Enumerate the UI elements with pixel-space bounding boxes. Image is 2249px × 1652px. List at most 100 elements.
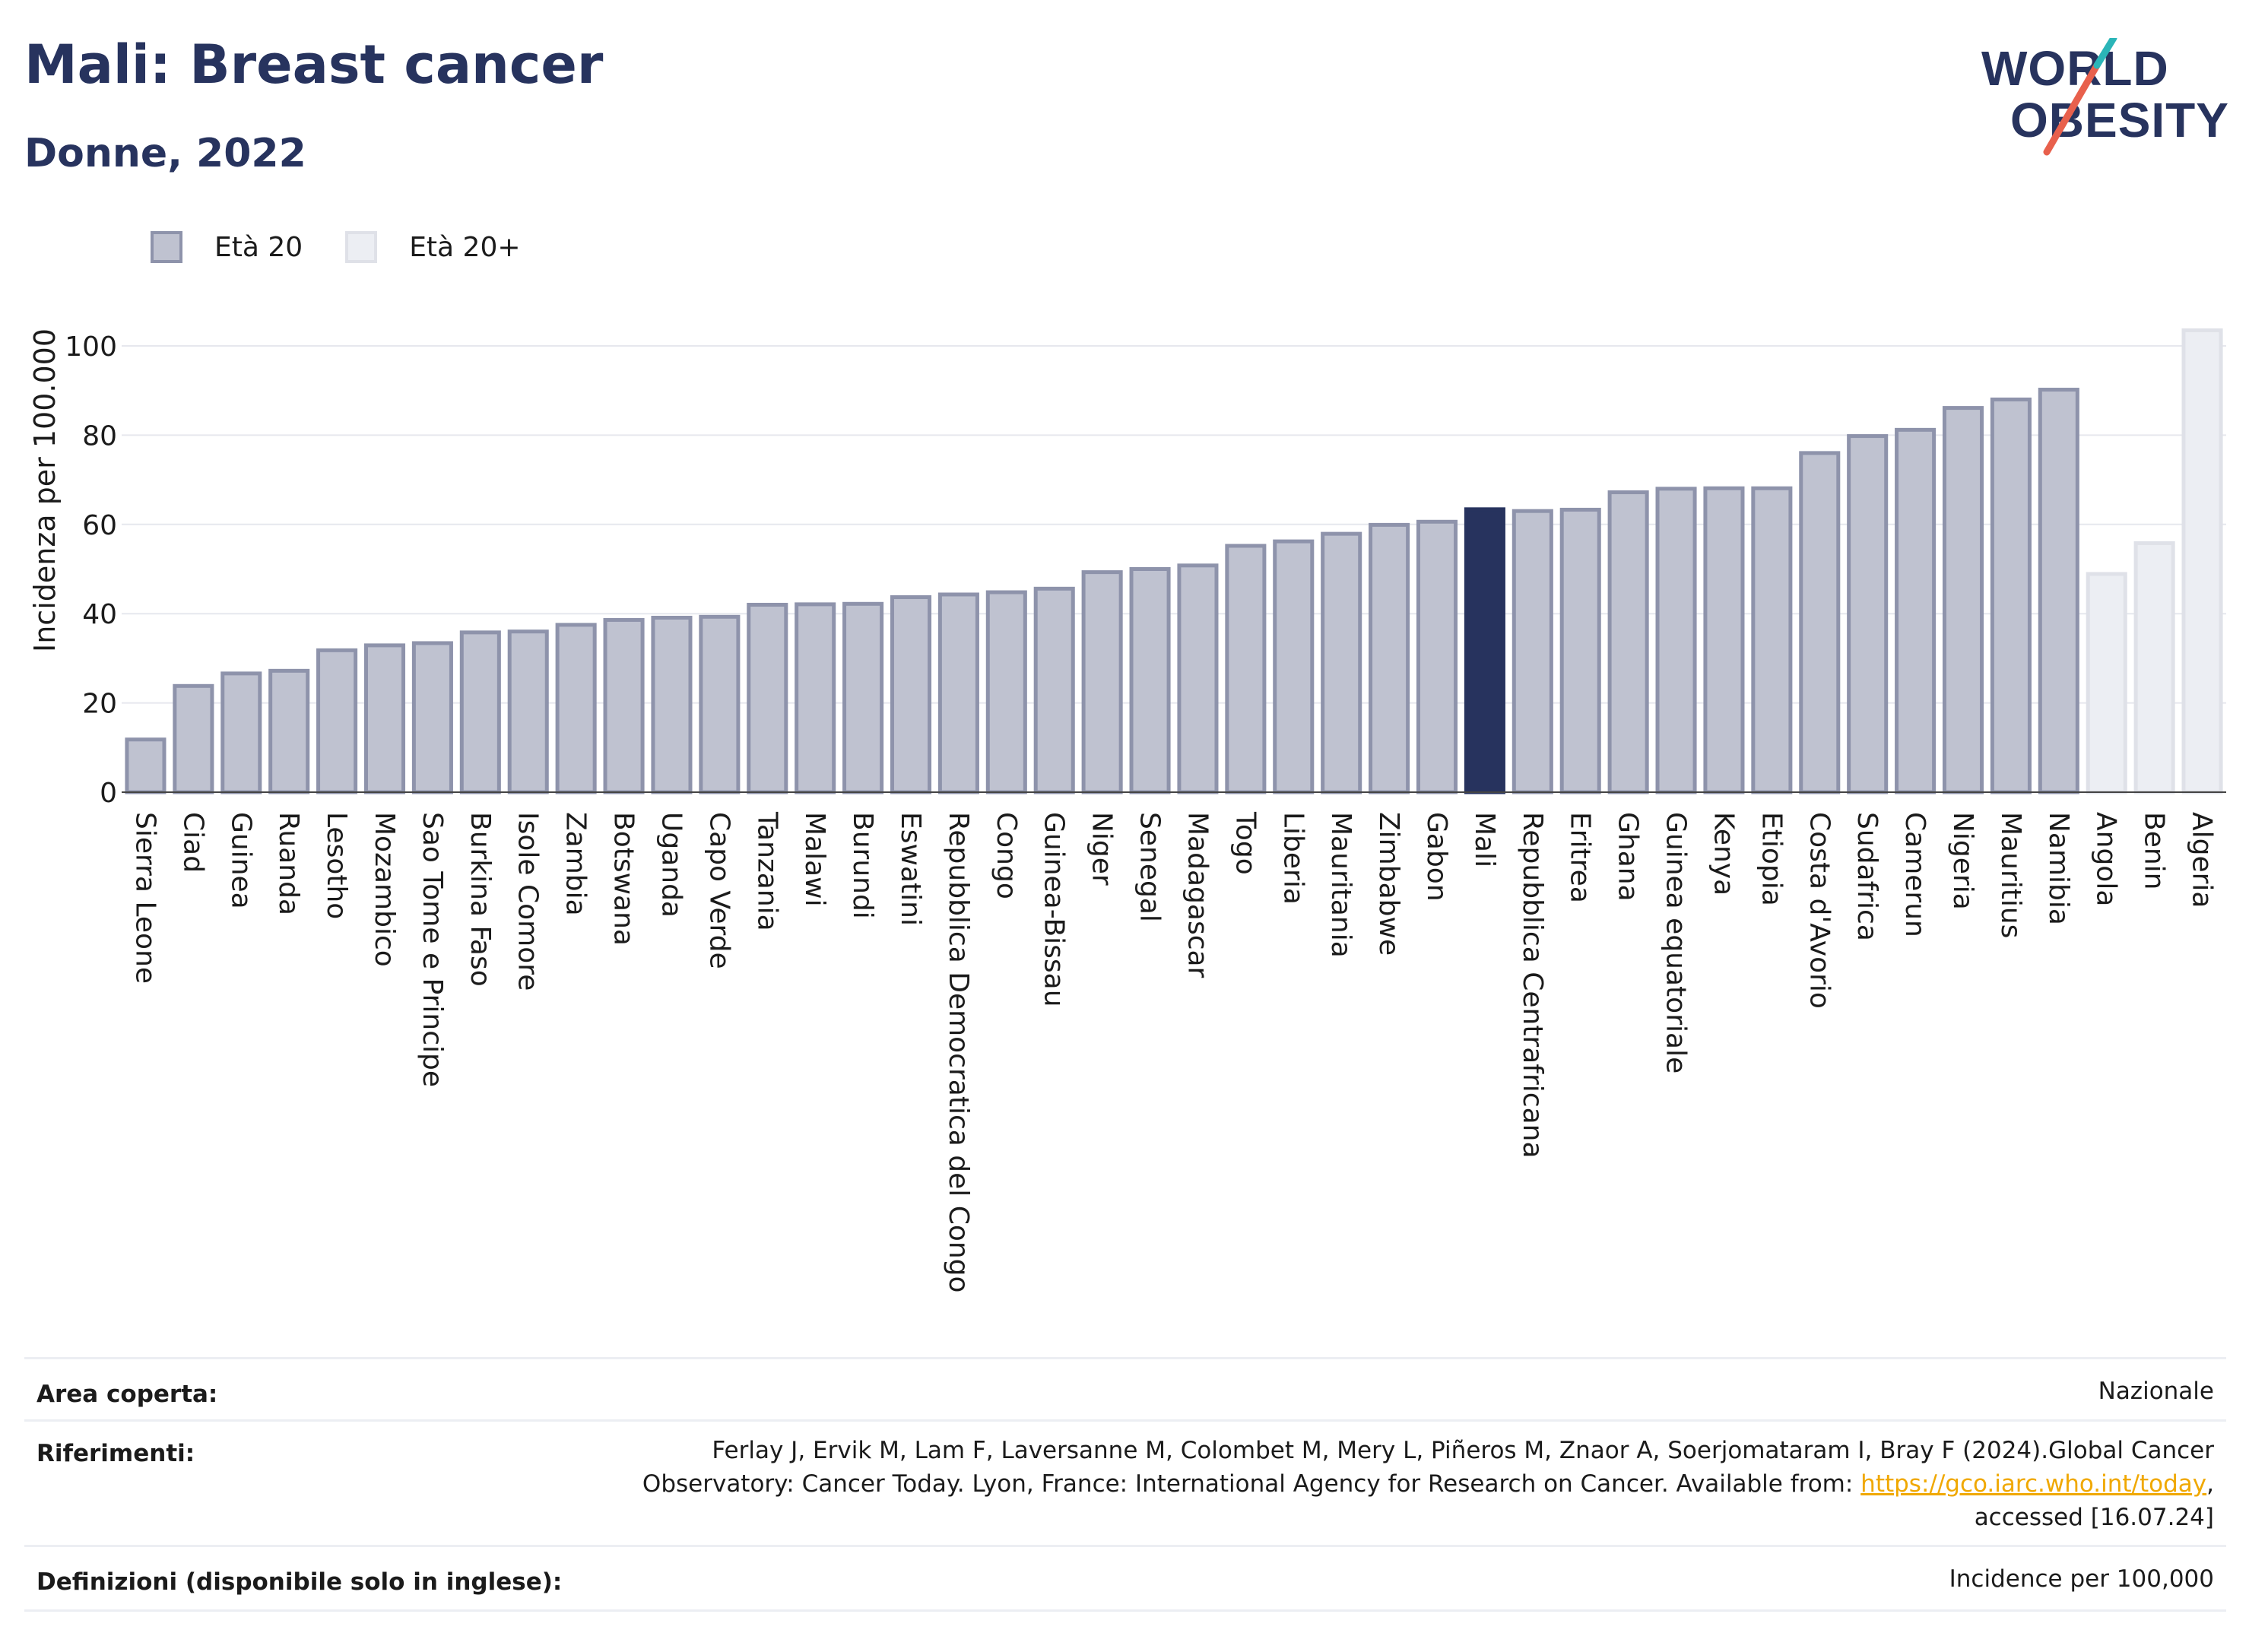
- footer-row-area: Area coperta: Nazionale: [24, 1357, 2226, 1422]
- bar-angola[interactable]: [2086, 572, 2127, 794]
- y-tick-label: 0: [100, 778, 117, 809]
- bar-lesotho[interactable]: [316, 648, 358, 794]
- y-axis: 0 20 40 60 80 100: [65, 331, 117, 809]
- bar-senegal[interactable]: [1129, 567, 1171, 794]
- x-tick-label: Sudafrica: [1851, 812, 1883, 941]
- bar-etiopia[interactable]: [1751, 486, 1793, 794]
- y-tick-label: 60: [82, 510, 117, 541]
- x-tick-label: Ghana: [1613, 812, 1644, 902]
- bar-uganda[interactable]: [651, 615, 693, 794]
- legend-item-eta20[interactable]: Età 20: [151, 231, 303, 263]
- bar-camerun[interactable]: [1895, 427, 1937, 794]
- bar-zimbabwe[interactable]: [1369, 522, 1410, 794]
- area-label: Area coperta:: [36, 1381, 218, 1408]
- bar-guinea-bissau[interactable]: [1033, 586, 1075, 794]
- bar-repubblica-democratica-del-congo[interactable]: [937, 592, 979, 794]
- bar-namibia[interactable]: [2038, 388, 2079, 794]
- bar-tanzania[interactable]: [747, 602, 788, 794]
- bar-repubblica-centrafricana[interactable]: [1511, 509, 1553, 794]
- x-tick-label: Angola: [2091, 812, 2122, 906]
- bar-sierra-leone[interactable]: [125, 737, 167, 794]
- x-tick-label: Algeria: [2187, 812, 2218, 908]
- y-tick-label: 20: [82, 689, 117, 720]
- bar-burkina-faso[interactable]: [459, 630, 501, 794]
- bar-mali[interactable]: [1464, 507, 1505, 794]
- x-tick-label: Eritrea: [1565, 812, 1596, 903]
- x-tick-label: Mozambico: [369, 812, 400, 967]
- page-subtitle: Donne, 2022: [24, 131, 306, 176]
- x-tick-label: Congo: [991, 812, 1022, 899]
- legend-label-eta20plus: Età 20+: [409, 231, 521, 263]
- bar-guinea-equatoriale[interactable]: [1655, 487, 1697, 794]
- x-tick-label: Burundi: [847, 812, 878, 919]
- x-tick-label: Repubblica Centrafricana: [1517, 812, 1548, 1159]
- bar-nigeria[interactable]: [1942, 406, 1984, 794]
- references-link[interactable]: https://gco.iarc.who.int/today: [1860, 1470, 2207, 1498]
- footer-row-definitions: Definizioni (disponibile solo in inglese…: [24, 1545, 2226, 1612]
- bar-costa-d-avorio[interactable]: [1799, 451, 1841, 794]
- bar-mozambico[interactable]: [363, 643, 406, 794]
- bar-gabon[interactable]: [1416, 519, 1458, 794]
- bar-botswana[interactable]: [603, 617, 645, 794]
- x-tick-label: Zambia: [560, 812, 592, 916]
- x-tick-label: Etiopia: [1756, 812, 1787, 906]
- bar-guinea[interactable]: [220, 671, 262, 794]
- x-tick-label: Sao Tome e Principe: [417, 812, 448, 1087]
- x-tick-label: Lesotho: [321, 812, 352, 919]
- y-tick-label: 80: [82, 420, 117, 452]
- bar-togo[interactable]: [1225, 544, 1267, 794]
- area-value: Nazionale: [2098, 1378, 2214, 1405]
- x-tick-label: Liberia: [1277, 812, 1308, 905]
- y-tick-label: 40: [82, 599, 117, 630]
- bar-kenya[interactable]: [1703, 486, 1745, 794]
- x-tick-label: Namibia: [2043, 812, 2074, 925]
- bar-niger[interactable]: [1081, 570, 1123, 794]
- bar-madagascar[interactable]: [1177, 563, 1219, 794]
- bar-eswatini[interactable]: [890, 595, 932, 794]
- footer-row-references: Riferimenti: Ferlay J, Ervik M, Lam F, L…: [24, 1419, 2226, 1547]
- logo-slash-red: [2043, 62, 2101, 156]
- bar-eritrea[interactable]: [1559, 507, 1601, 794]
- bar-ghana[interactable]: [1607, 490, 1649, 794]
- bar-capo-verde[interactable]: [699, 614, 741, 794]
- bar-chart: Sierra Leone Ciad Guinea Ruanda Lesotho Mozam…: [28, 328, 2226, 1293]
- bar-ciad[interactable]: [173, 683, 214, 794]
- bar-malawi[interactable]: [795, 602, 836, 794]
- logo-text-line2: OBESITY: [2010, 93, 2229, 147]
- bar-burundi[interactable]: [842, 601, 884, 794]
- bar-mauritius[interactable]: [1990, 397, 2032, 794]
- x-tick-label: Mali: [1469, 812, 1500, 867]
- bar-liberia[interactable]: [1273, 539, 1315, 794]
- references-line3: accessed [16.07.24]: [1974, 1504, 2214, 1531]
- x-tick-label: Burkina Faso: [465, 812, 496, 987]
- bar-benin[interactable]: [2133, 541, 2175, 794]
- bar-ruanda[interactable]: [268, 668, 310, 794]
- x-tick-label: Eswatini: [895, 812, 926, 926]
- references-text: Ferlay J, Ervik M, Lam F, Laversanne M, …: [642, 1434, 2214, 1534]
- x-tick-label: Gabon: [1421, 812, 1452, 902]
- x-tick-label: Capo Verde: [703, 812, 734, 969]
- x-axis: Sierra Leone Ciad Guinea Ruanda Lesotho Mozam…: [122, 791, 2226, 1293]
- bar-mauritania[interactable]: [1321, 531, 1362, 794]
- bar-algeria[interactable]: [2181, 328, 2223, 794]
- legend-item-eta20plus[interactable]: Età 20+: [345, 231, 521, 263]
- bar-congo[interactable]: [985, 590, 1027, 794]
- x-tick-label: Repubblica Democratica del Congo: [943, 812, 974, 1293]
- x-tick-label: Togo: [1229, 811, 1261, 875]
- x-tick-label: Nigeria: [1947, 812, 1978, 910]
- references-label: Riferimenti:: [36, 1440, 195, 1467]
- bar-sao-tome-e-principe[interactable]: [411, 641, 453, 794]
- legend-swatch-eta20plus: [345, 231, 378, 263]
- x-tick-label: Camerun: [1899, 812, 1930, 937]
- x-tick-label: Niger: [1086, 812, 1118, 886]
- bar-isole-comore[interactable]: [507, 629, 549, 794]
- y-tick-label: 100: [65, 331, 117, 363]
- bar-zambia[interactable]: [555, 623, 597, 794]
- x-tick-label: Tanzania: [751, 811, 782, 931]
- bar-sudafrica[interactable]: [1847, 434, 1889, 794]
- page-title: Mali: Breast cancer: [24, 33, 604, 96]
- x-tick-label: Madagascar: [1182, 812, 1213, 978]
- logo-slash-teal: [2093, 38, 2117, 69]
- x-tick-label: Malawi: [799, 812, 830, 907]
- definitions-value: Incidence per 100,000: [1949, 1565, 2214, 1593]
